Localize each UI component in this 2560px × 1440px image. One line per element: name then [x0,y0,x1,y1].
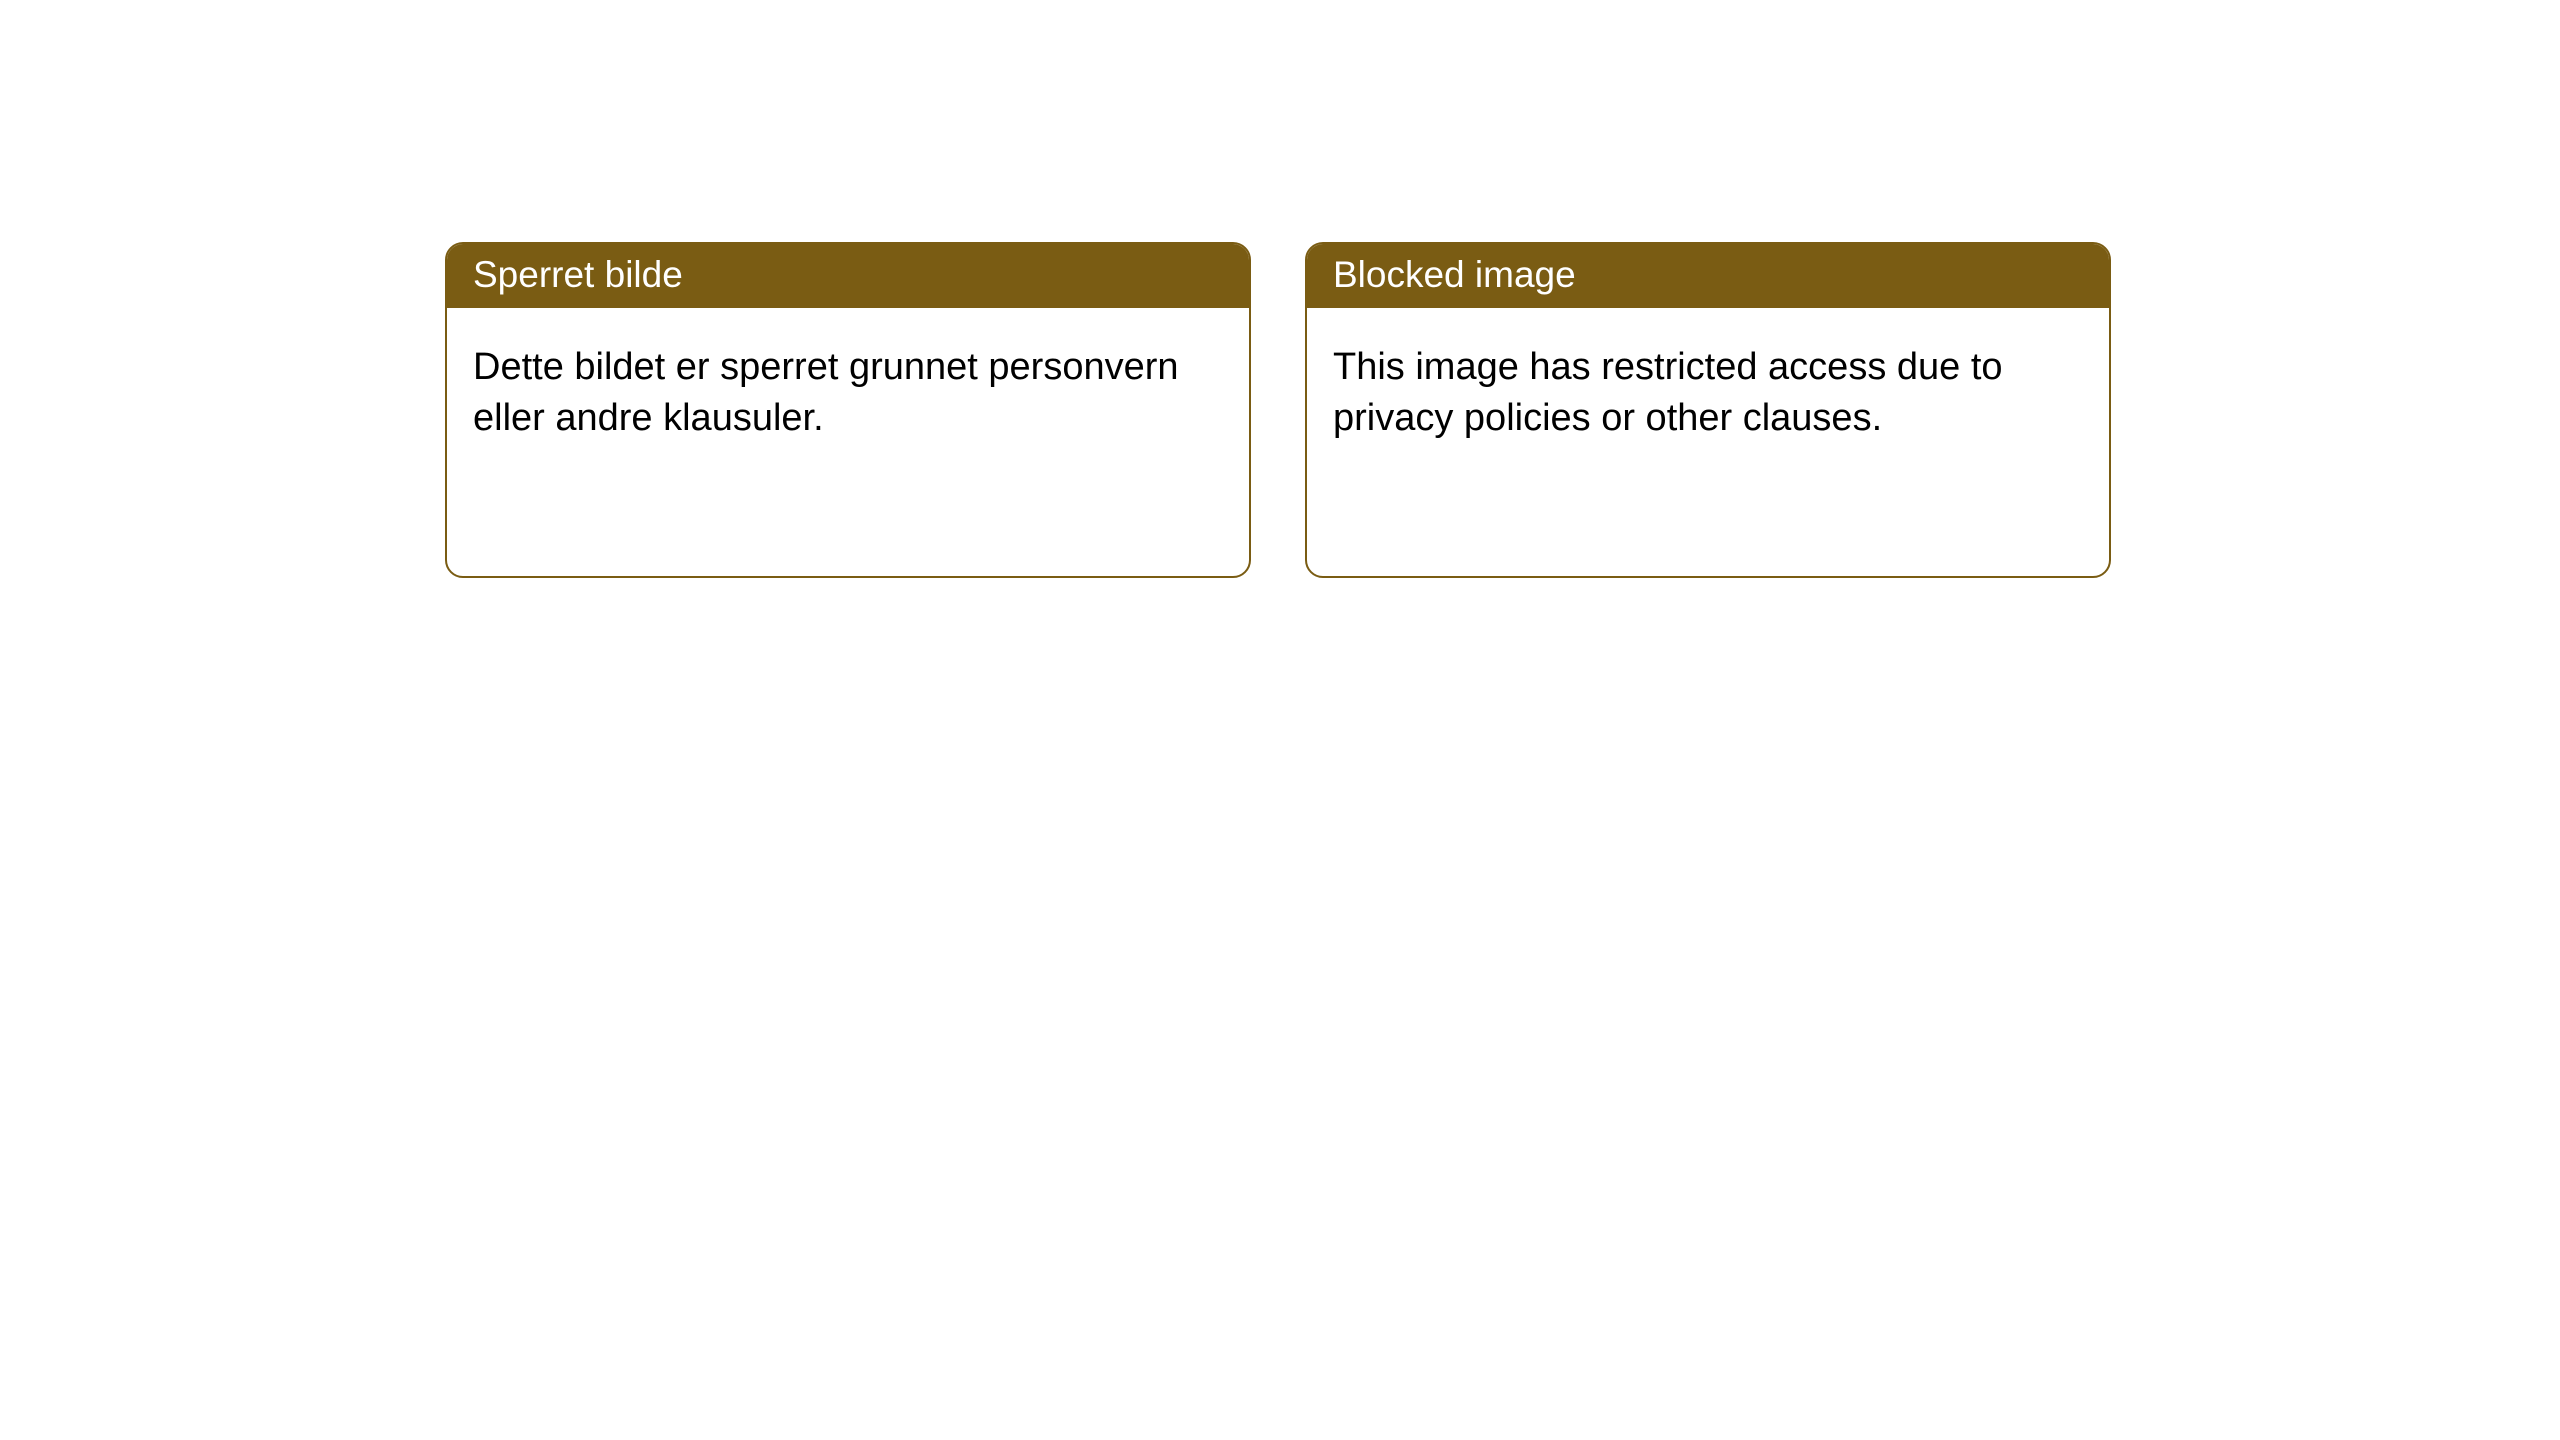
notice-card-message: This image has restricted access due to … [1333,346,2003,439]
notice-card-title: Blocked image [1333,254,1576,295]
notice-card-header: Blocked image [1307,244,2109,308]
notice-card-body: Dette bildet er sperret grunnet personve… [447,308,1249,479]
notice-card-message: Dette bildet er sperret grunnet personve… [473,346,1179,439]
notice-card-english: Blocked image This image has restricted … [1305,242,2111,578]
notice-card-body: This image has restricted access due to … [1307,308,2109,479]
notice-card-norwegian: Sperret bilde Dette bildet er sperret gr… [445,242,1251,578]
notice-cards-container: Sperret bilde Dette bildet er sperret gr… [445,242,2111,578]
notice-card-title: Sperret bilde [473,254,683,295]
notice-card-header: Sperret bilde [447,244,1249,308]
